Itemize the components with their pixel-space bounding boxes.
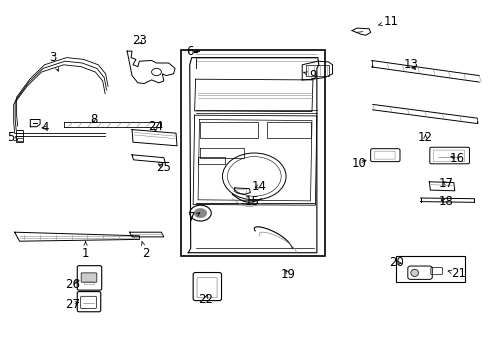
Bar (16, 130, 23, 142)
Text: 10: 10 (351, 157, 366, 170)
Bar (83, 281, 94, 284)
Text: 14: 14 (251, 180, 266, 193)
Text: 27: 27 (65, 298, 80, 311)
Text: 26: 26 (65, 278, 80, 291)
Text: 7: 7 (188, 211, 200, 224)
Text: 13: 13 (403, 58, 417, 71)
Bar (305, 65, 328, 76)
Ellipse shape (410, 269, 418, 276)
Circle shape (194, 208, 206, 218)
Bar (395, 256, 464, 282)
Text: 8: 8 (90, 113, 98, 126)
Text: 24: 24 (148, 120, 163, 133)
Text: 16: 16 (449, 152, 464, 165)
Text: 25: 25 (156, 161, 171, 174)
Bar (199, 122, 258, 138)
Text: 6: 6 (185, 45, 199, 58)
Text: 21: 21 (447, 267, 465, 280)
FancyBboxPatch shape (81, 273, 97, 282)
Text: 4: 4 (41, 121, 49, 134)
Bar (235, 189, 246, 193)
Text: 20: 20 (388, 256, 403, 269)
Text: 12: 12 (417, 131, 432, 144)
Text: 17: 17 (438, 177, 452, 190)
Text: 9: 9 (303, 69, 316, 82)
Text: 18: 18 (438, 195, 452, 208)
Text: 15: 15 (244, 195, 259, 208)
Text: 19: 19 (281, 268, 295, 281)
Text: 22: 22 (198, 293, 212, 306)
Text: 3: 3 (49, 51, 59, 71)
Text: 11: 11 (377, 15, 398, 28)
Text: 23: 23 (132, 34, 146, 47)
Bar (266, 122, 310, 138)
Text: 5: 5 (7, 131, 18, 144)
Bar (181, 50, 325, 256)
Text: 1: 1 (81, 242, 89, 260)
Text: 2: 2 (141, 242, 149, 260)
Bar (198, 157, 224, 164)
